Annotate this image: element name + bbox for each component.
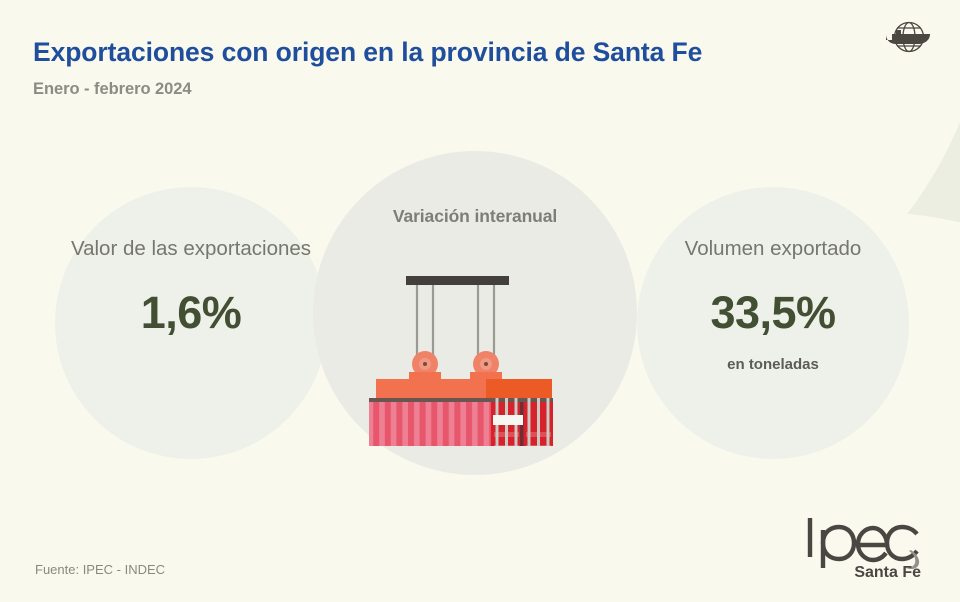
- header: Exportaciones con origen en la provincia…: [33, 37, 703, 99]
- page-title: Exportaciones con origen en la provincia…: [33, 37, 703, 67]
- container-body: [369, 398, 491, 500]
- ipec-logo: Santa Fe: [801, 512, 927, 580]
- source-note: Fuente: IPEC - INDEC: [35, 562, 166, 577]
- page-subtitle: Enero - febrero 2024: [33, 80, 192, 99]
- stat-unit: en toneladas: [727, 356, 819, 374]
- logo-swoosh: [906, 550, 920, 570]
- container-lid-shadow: [486, 379, 552, 399]
- crane-beam: [406, 276, 509, 285]
- stat-circle-left: [55, 187, 327, 459]
- stat-circle-right: [637, 187, 909, 459]
- stat-block-volumen-exportado: Volumen exportado 33,5% en toneladas: [623, 236, 923, 373]
- crane-pulleys: [412, 351, 499, 377]
- globe-ship-icon: [880, 16, 936, 62]
- center-caption: Variación interanual: [392, 206, 558, 226]
- container-lug-left: [409, 372, 441, 381]
- container-doors: [491, 398, 553, 500]
- crane-cables: [415, 285, 496, 362]
- stat-label: Volumen exportado: [684, 237, 862, 260]
- stat-value: 33,5%: [710, 287, 836, 339]
- stat-block-valor-exportaciones: Valor de las exportaciones 1,6%: [41, 236, 341, 335]
- logo-subtitle: Santa Fe: [854, 564, 921, 580]
- stat-value: 1,6%: [140, 287, 242, 339]
- stat-label: Valor de las exportaciones: [70, 237, 312, 260]
- container-label: [493, 415, 523, 425]
- container-lug-right: [470, 372, 502, 381]
- shipping-container-crane-illustration: [366, 246, 586, 501]
